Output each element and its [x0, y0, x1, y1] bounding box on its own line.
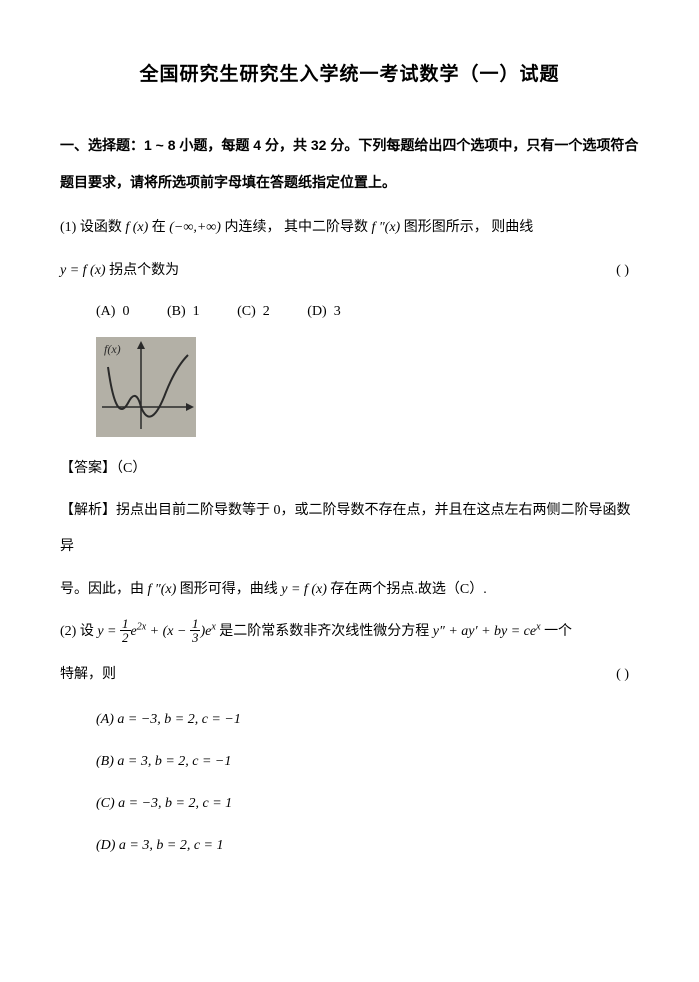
q1-explanation-line1: 【解析】拐点出目前二阶导数等于 0，或二阶导数不存在点，并且在这点左右两侧二阶导…	[60, 493, 639, 566]
q2-stem-c: 一个	[541, 624, 573, 639]
q1-expl-fpp: f ″(x)	[148, 582, 177, 597]
q1-opt-d-val: 3	[334, 304, 341, 319]
q1-opt-c-label: (C)	[237, 304, 256, 319]
q2-frac1-den: 2	[120, 630, 131, 644]
q2-y: y =	[97, 624, 120, 639]
q1-figure: f(x)	[96, 337, 639, 437]
q2-frac1-num: 1	[120, 617, 131, 630]
q2-ode: y″ + ay′ + by = cex	[433, 624, 541, 639]
q2-option-c: (C) a = −3, b = 2, c = 1	[96, 783, 639, 825]
page-title: 全国研究生研究生入学统一考试数学（一）试题	[60, 50, 639, 99]
q2-option-d: (D) a = 3, b = 2, c = 1	[96, 825, 639, 867]
q2-options: (A) a = −3, b = 2, c = −1 (B) a = 3, b =…	[60, 699, 639, 867]
q2-stem-line2: 特解，则 ( )	[60, 657, 639, 693]
q2-minus: −	[174, 624, 190, 639]
q1-option-b: (B) 1	[167, 295, 200, 329]
q2-paren: ( )	[616, 657, 629, 693]
q1-expl-b-post: 存在两个拐点.故选（C）.	[327, 582, 487, 597]
q1-options: (A) 0 (B) 1 (C) 2 (D) 3	[60, 295, 639, 329]
q1-stem-d: 图形图所示， 则曲线	[400, 220, 533, 235]
q1-stem-line2: y = f (x) 拐点个数为 ( )	[60, 253, 639, 289]
q2-frac2: 13	[190, 617, 201, 644]
q1-stem-c: 内连续， 其中二阶导数	[221, 220, 372, 235]
q2-frac1: 12	[120, 617, 131, 644]
q2-plus: + (	[146, 624, 167, 639]
q2-stem-line1: (2) 设 y = 12e2x + (x − 13)ex 是二阶常系数非齐次线性…	[60, 614, 639, 650]
q2-e2x: e2x	[131, 624, 147, 639]
q2-stem-a: (2) 设	[60, 624, 97, 639]
q1-expl-b-pre: 号。因此，由	[60, 582, 148, 597]
q1-opt-c-val: 2	[263, 304, 270, 319]
q1-option-c: (C) 2	[237, 295, 270, 329]
q1-answer: 【答案】（C）	[60, 451, 639, 487]
q1-explanation-line2: 号。因此，由 f ″(x) 图形可得，曲线 y = f (x) 存在两个拐点.故…	[60, 572, 639, 608]
q1-fpp: f ″(x)	[371, 220, 400, 235]
q1-opt-b-val: 1	[193, 304, 200, 319]
section-1-header: 一、选择题：1 ~ 8 小题，每题 4 分，共 32 分。下列每题给出四个选项中…	[60, 127, 639, 200]
q1-expl-yfx: y = f (x)	[281, 582, 327, 597]
q2-frac2-num: 1	[190, 617, 201, 630]
q1-opt-d-label: (D)	[307, 304, 326, 319]
q2-frac2-den: 3	[190, 630, 201, 644]
q1-opt-a-label: (A)	[96, 304, 115, 319]
q1-option-d: (D) 3	[307, 295, 340, 329]
svg-text:f(x): f(x)	[104, 342, 121, 356]
q2-e2x-sup: 2x	[137, 621, 146, 632]
q1-expl-b-mid: 图形可得，曲线	[176, 582, 281, 597]
q1-opt-a-val: 0	[122, 304, 129, 319]
q2-stem-line2-text: 特解，则	[60, 667, 116, 682]
q1-opt-b-label: (B)	[167, 304, 186, 319]
q2-stem-b: 是二阶常系数非齐次线性微分方程	[216, 624, 433, 639]
q1-stem-line1: (1) 设函数 f (x) 在 (−∞,+∞) 内连续， 其中二阶导数 f ″(…	[60, 210, 639, 246]
q1-stem-b: 在	[148, 220, 169, 235]
q1-interval: (−∞,+∞)	[169, 220, 221, 235]
q2-ex: ex	[205, 624, 216, 639]
q2-option-a: (A) a = −3, b = 2, c = −1	[96, 699, 639, 741]
q1-option-a: (A) 0	[96, 295, 129, 329]
q1-yfx: y = f (x)	[60, 263, 106, 278]
q2-ode-base: y″ + ay′ + by = ce	[433, 624, 536, 639]
q1-stem-line2b: 拐点个数为	[106, 263, 180, 278]
q1-paren: ( )	[616, 253, 629, 289]
q1-fx: f (x)	[125, 220, 148, 235]
q2-option-b: (B) a = 3, b = 2, c = −1	[96, 741, 639, 783]
q1-stem-a: (1) 设函数	[60, 220, 125, 235]
